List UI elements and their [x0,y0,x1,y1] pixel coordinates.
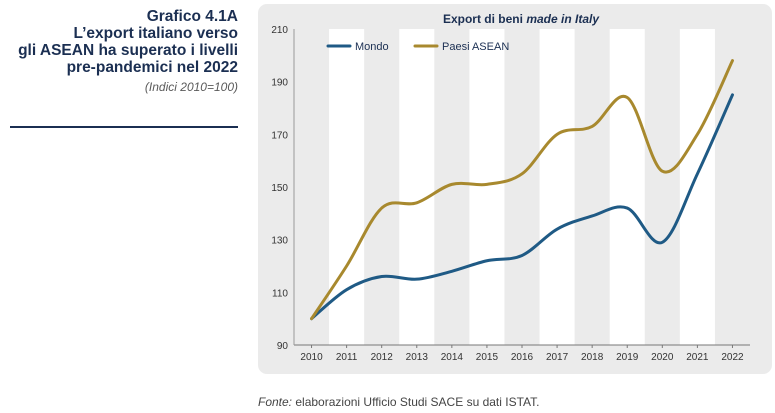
figure-title-line-3: gli ASEAN ha superato i livelli [18,42,238,59]
point-mondo-2013 [415,278,418,281]
point-asean-2016 [521,172,524,175]
y-tick-label: 130 [271,236,288,247]
figure-title-line-1: Grafico 4.1A [146,8,238,25]
figure-subtitle: (Indici 2010=100) [144,80,238,94]
source-text: elaborazioni Ufficio Studi SACE su dati … [292,395,540,409]
y-tick-label: 170 [271,130,288,141]
y-tick-label: 190 [271,78,288,89]
chart-title-italic: made in Italy [526,12,600,26]
point-mondo-2017 [556,228,559,231]
point-asean-2010 [310,317,313,320]
x-tick-label: 2019 [616,352,639,363]
point-asean-2018 [591,125,594,128]
point-mondo-2016 [521,254,524,257]
legend-label-asean: Paesi ASEAN [442,41,509,53]
series-line-asean [310,59,734,321]
figure-title: Grafico 4.1A L’export italiano verso gli… [0,8,238,76]
y-axis-ticks: 90 110 130 150 170 190 210 [271,25,288,352]
legend-label-mondo: Mondo [355,41,389,53]
source-label: Fonte: [258,395,293,409]
x-tick-label: 2018 [581,352,604,363]
y-tick-label: 210 [271,25,288,36]
year-band [679,29,715,345]
point-asean-2012 [380,207,383,210]
point-mondo-2019 [626,207,629,210]
figure-title-line-2: L’export italiano verso [73,25,238,42]
x-tick-label: 2014 [441,352,464,363]
source-note: Fonte: elaborazioni Ufficio Studi SACE s… [258,395,539,409]
x-tick-label: 2016 [511,352,534,363]
figure-title-line-4: pre-pandemici nel 2022 [66,59,238,76]
point-asean-2011 [345,265,348,268]
x-tick-label: 2015 [476,352,499,363]
series-lines [310,59,734,321]
chart-title: Export di beni made in Italy [443,12,600,26]
chart-caption: Grafico 4.1A L’export italiano verso gli… [0,8,238,94]
point-asean-2019 [626,96,629,99]
x-tick-label: 2022 [721,352,744,363]
point-asean-2017 [556,133,559,136]
x-tick-label: 2017 [546,352,569,363]
point-asean-2022 [731,59,734,62]
legend: Mondo Paesi ASEAN [326,41,509,53]
y-tick-label: 150 [271,183,288,194]
y-tick-label: 110 [272,288,288,299]
point-mondo-2014 [450,270,453,273]
year-band [469,29,505,345]
point-asean-2020 [661,170,664,173]
point-mondo-2012 [380,275,383,278]
point-mondo-2022 [731,93,734,96]
year-band [399,29,435,345]
x-tick-label: 2011 [336,352,358,363]
point-mondo-2015 [485,259,488,262]
year-band [539,29,575,345]
point-asean-2015 [485,183,488,186]
point-mondo-2021 [696,172,699,175]
x-tick-label: 2021 [686,352,709,363]
x-axis-ticks: 2010 2011 2012 2013 2014 2015 2016 2017 2018 2019… [300,345,744,363]
x-tick-label: 2020 [651,352,674,363]
series-line-mondo [310,93,734,321]
x-tick-label: 2013 [406,352,429,363]
x-tick-label: 2012 [371,352,394,363]
point-asean-2014 [450,183,453,186]
chart-title-plain: Export di beni [443,12,526,26]
point-mondo-2018 [591,214,594,217]
y-tick-label: 90 [277,341,289,352]
point-asean-2013 [415,201,418,204]
caption-divider [10,126,238,128]
year-band [329,29,365,345]
year-bands [329,29,715,345]
year-band [609,29,645,345]
point-asean-2021 [696,133,699,136]
point-mondo-2020 [661,241,664,244]
point-mondo-2011 [345,288,348,291]
x-tick-label: 2010 [300,352,323,363]
